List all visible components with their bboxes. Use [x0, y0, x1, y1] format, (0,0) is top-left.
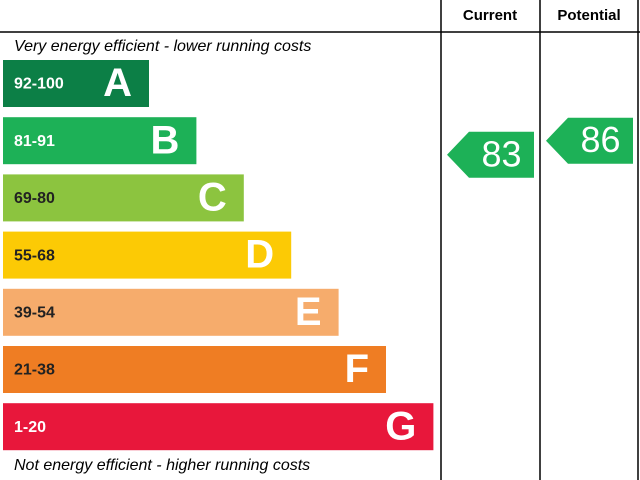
band-range: 21-38	[14, 362, 55, 379]
bottom-note: Not energy efficient - higher running co…	[14, 457, 310, 474]
band-bar	[3, 403, 434, 451]
band-letter: B	[151, 118, 180, 162]
column-header: Potential	[557, 7, 620, 24]
band-bar	[3, 60, 149, 107]
band-bar	[3, 288, 339, 336]
band-range: 1-20	[14, 419, 46, 436]
band-range: 92-100	[14, 76, 64, 93]
band-bar	[3, 231, 292, 279]
band-range: 69-80	[14, 190, 55, 207]
band-range: 81-91	[14, 133, 55, 150]
band-bar	[3, 346, 386, 393]
band-letter: E	[295, 290, 322, 334]
rating-value: 83	[481, 133, 521, 174]
band-letter: C	[198, 175, 227, 219]
band-letter: G	[385, 404, 416, 448]
rating-value: 86	[580, 119, 620, 160]
band-letter: D	[245, 233, 274, 277]
rating-arrow	[447, 131, 534, 178]
band-letter: F	[345, 347, 369, 391]
rating-arrow	[546, 117, 633, 164]
band-letter: A	[103, 61, 132, 105]
band-range: 39-54	[14, 305, 55, 322]
column-header: Current	[463, 7, 517, 24]
top-note: Very energy efficient - lower running co…	[14, 38, 311, 55]
band-bar	[3, 117, 197, 165]
band-range: 55-68	[14, 247, 55, 264]
band-bar	[3, 174, 244, 222]
